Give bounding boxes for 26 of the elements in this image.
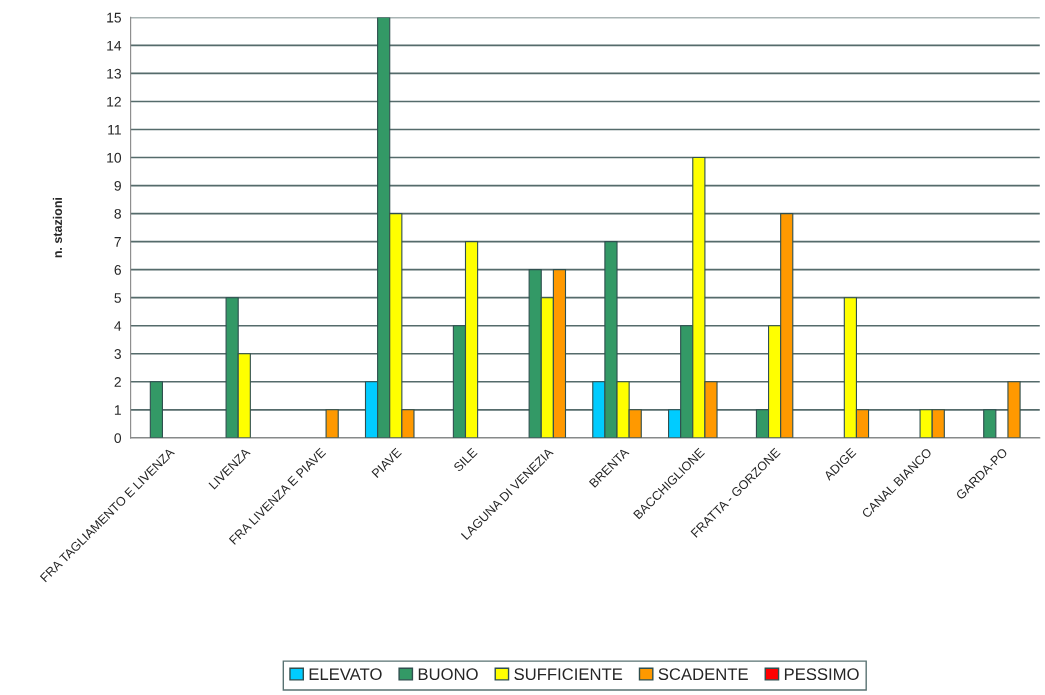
y-tick-label: 10: [107, 152, 122, 163]
y-tick-label: 11: [108, 124, 121, 135]
y-tick-label: 12: [107, 96, 121, 107]
y-tick-label: 3: [114, 349, 121, 359]
bar: [149, 381, 164, 438]
bar: [983, 409, 997, 438]
y-tick-label: 6: [114, 264, 121, 275]
legend-label: PESSIMO: [784, 668, 859, 681]
y-tick-label: 4: [114, 321, 122, 331]
y-tick-label: 8: [114, 208, 121, 219]
y-tick-label: 14: [107, 40, 122, 51]
y-tick-label: 7: [114, 237, 121, 247]
y-tick-label: 5: [114, 293, 122, 303]
y-tick-label: 15: [107, 12, 122, 23]
y-tick-label: 0: [114, 433, 122, 444]
y-tick-label: 9: [114, 180, 121, 191]
y-tick-label: 1: [114, 405, 121, 415]
bar: [1007, 381, 1021, 438]
y-axis-title: n. stazioni: [52, 197, 63, 258]
y-tick-label: 2: [114, 377, 121, 387]
legend-label: ELEVATO: [309, 668, 382, 681]
legend-label: SUFFICIENTE: [514, 668, 623, 681]
y-tick-label: 13: [107, 68, 121, 79]
bar: [325, 409, 339, 438]
legend-label: SCADENTE: [658, 668, 748, 681]
legend-label: BUONO: [418, 668, 478, 681]
